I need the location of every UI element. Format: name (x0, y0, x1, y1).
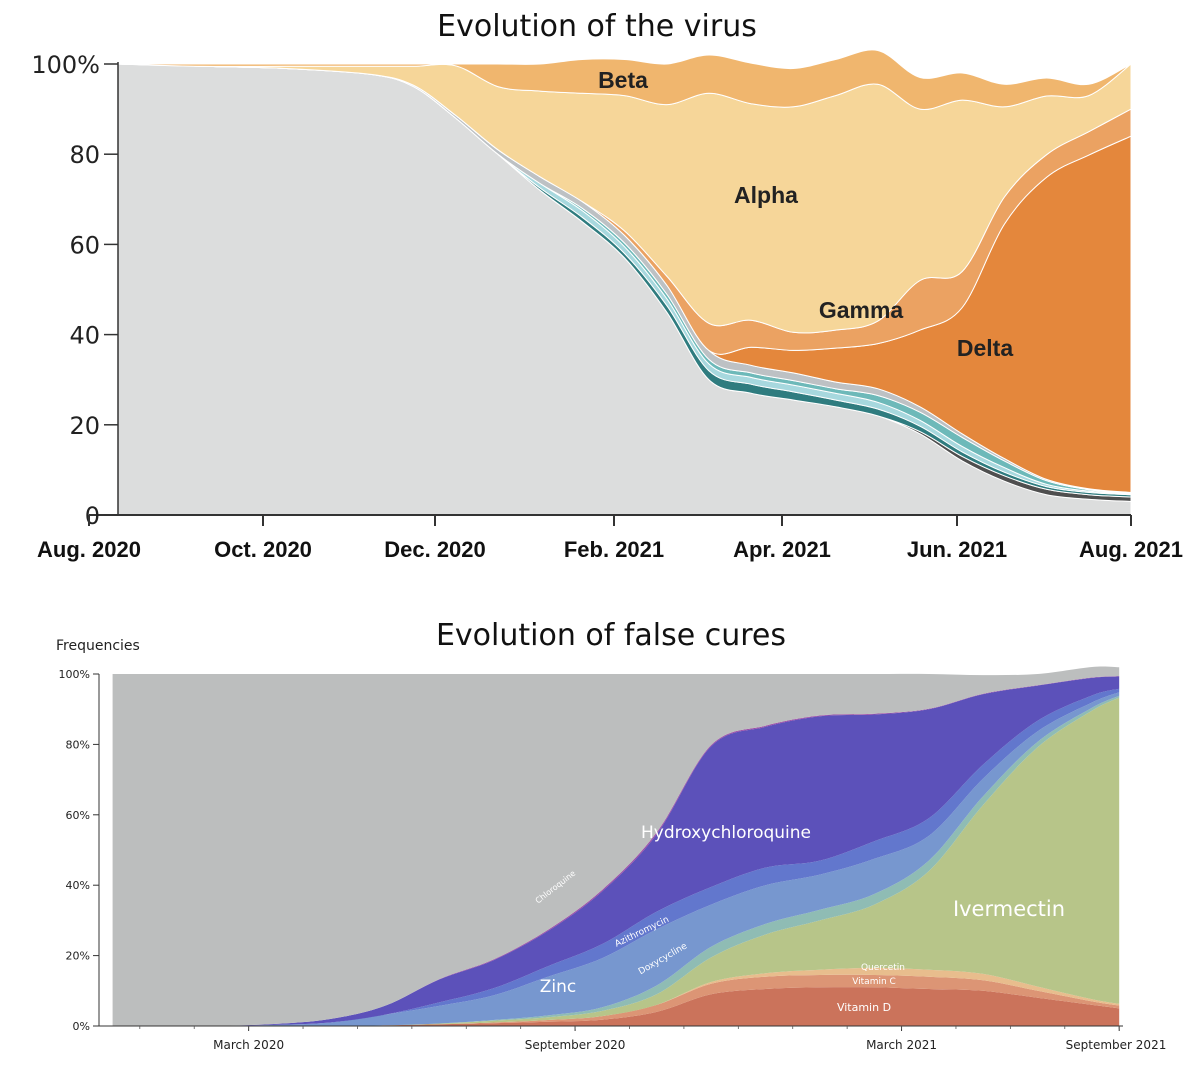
cures-series-label-quercetin: Quercetin (861, 963, 905, 973)
cures-y-tick-label: 0% (73, 1020, 90, 1033)
false-cures-chart-plot (112, 666, 1120, 1027)
false-cures-y-label: Frequencies (56, 638, 140, 654)
virus-chart-title: Evolution of the virus (437, 9, 757, 44)
virus-series-label-beta: Beta (598, 67, 648, 93)
virus-y-tick-label: 0 (85, 502, 100, 530)
virus-chart-plot (117, 49, 1132, 516)
cures-series-label-vitamin-c: Vitamin C (852, 977, 896, 987)
virus-y-tick-label: 60 (69, 231, 100, 259)
cures-y-tick-label: 60% (66, 809, 90, 822)
virus-chart: Evolution of the virus 0 20 40 60 80 100% Aug.… (31, 9, 1183, 562)
virus-x-tick-label: Jun. 2021 (907, 537, 1007, 562)
virus-series-label-delta: Delta (957, 335, 1013, 361)
virus-area-beta (117, 49, 1132, 110)
cures-x-tick-label: March 2021 (866, 1038, 937, 1052)
virus-x-tick-label: Feb. 2021 (564, 537, 664, 562)
virus-y-tick-label: 100% (31, 51, 100, 79)
cures-area-vitamin-d (112, 987, 1120, 1027)
virus-x-tick-label: Aug. 2020 (37, 537, 141, 562)
virus-series-label-alpha: Alpha (734, 182, 798, 208)
cures-area-ivermectin (112, 697, 1120, 1027)
cures-x-tick-label: September 2021 (1066, 1038, 1167, 1052)
cures-y-tick-label: 100% (59, 668, 90, 681)
virus-y-tick-label: 20 (69, 412, 100, 440)
virus-x-tick-label: Oct. 2020 (214, 537, 312, 562)
cures-area-hydroxychloroquine (112, 676, 1120, 1027)
cures-y-tick-label: 80% (66, 738, 90, 751)
cures-series-label-hydroxychloroquine: Hydroxychloroquine (641, 823, 811, 843)
cures-series-label-ivermectin: Ivermectin (953, 897, 1065, 921)
virus-x-tick-label: Dec. 2020 (384, 537, 486, 562)
cures-x-tick-label: September 2020 (525, 1038, 626, 1052)
cures-y-tick-label: 40% (66, 879, 90, 892)
virus-x-tick-label: Apr. 2021 (733, 537, 831, 562)
false-cures-chart: Evolution of false cures Frequencies 0% 2… (56, 618, 1166, 1052)
cures-y-tick-label: 20% (66, 950, 90, 963)
cures-series-label-vitamin-d: Vitamin D (837, 1001, 891, 1014)
cures-series-label-zinc: Zinc (540, 977, 577, 997)
false-cures-chart-title: Evolution of false cures (436, 618, 786, 653)
virus-chart-axes: 0 20 40 60 80 100% Aug. 2020 Oct. 2020 Dec. 2020… (31, 51, 1183, 562)
virus-y-tick-label: 80 (69, 141, 100, 169)
virus-y-tick-label: 40 (69, 322, 100, 350)
cures-x-tick-label: March 2020 (213, 1038, 284, 1052)
cures-area-zinc (112, 692, 1120, 1027)
virus-x-tick-label: Aug. 2021 (1079, 537, 1183, 562)
virus-chart-labels: Delta Gamma Alpha Beta (598, 67, 1013, 361)
virus-series-label-gamma: Gamma (819, 297, 904, 323)
cures-area-vitamin-c (112, 974, 1120, 1027)
cures-area-other-9 (112, 666, 1120, 1027)
false-cures-chart-axes: 0% 20% 40% 60% 80% 100% March 2020 September 20… (59, 668, 1167, 1052)
